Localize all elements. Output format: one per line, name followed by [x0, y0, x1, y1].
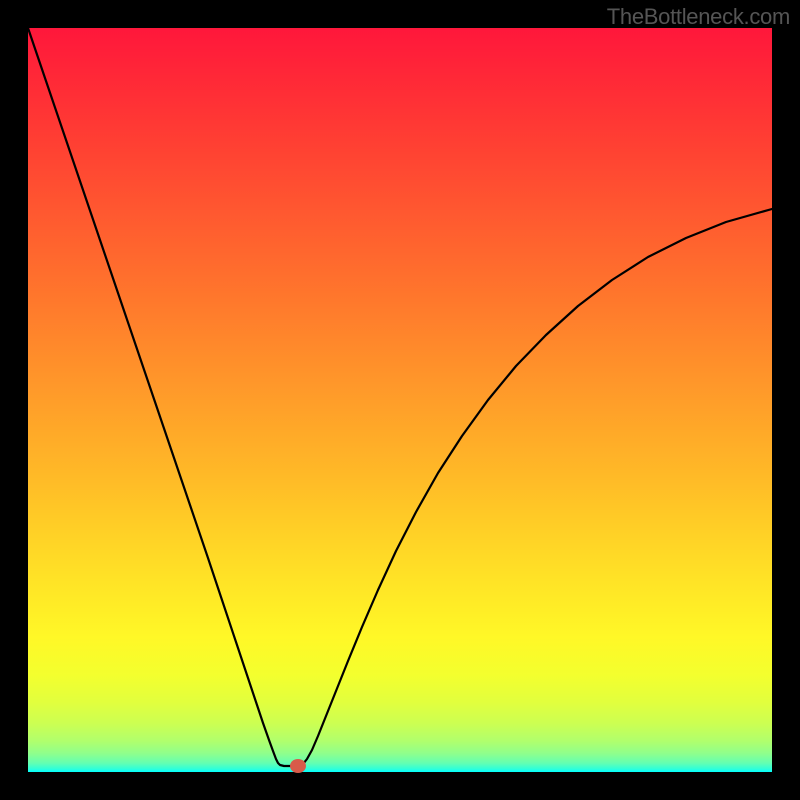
optimum-marker [290, 759, 306, 773]
curve-svg [0, 0, 800, 800]
chart-container: TheBottleneck.com [0, 0, 800, 800]
bottleneck-curve [28, 28, 772, 766]
watermark-text: TheBottleneck.com [607, 4, 790, 30]
